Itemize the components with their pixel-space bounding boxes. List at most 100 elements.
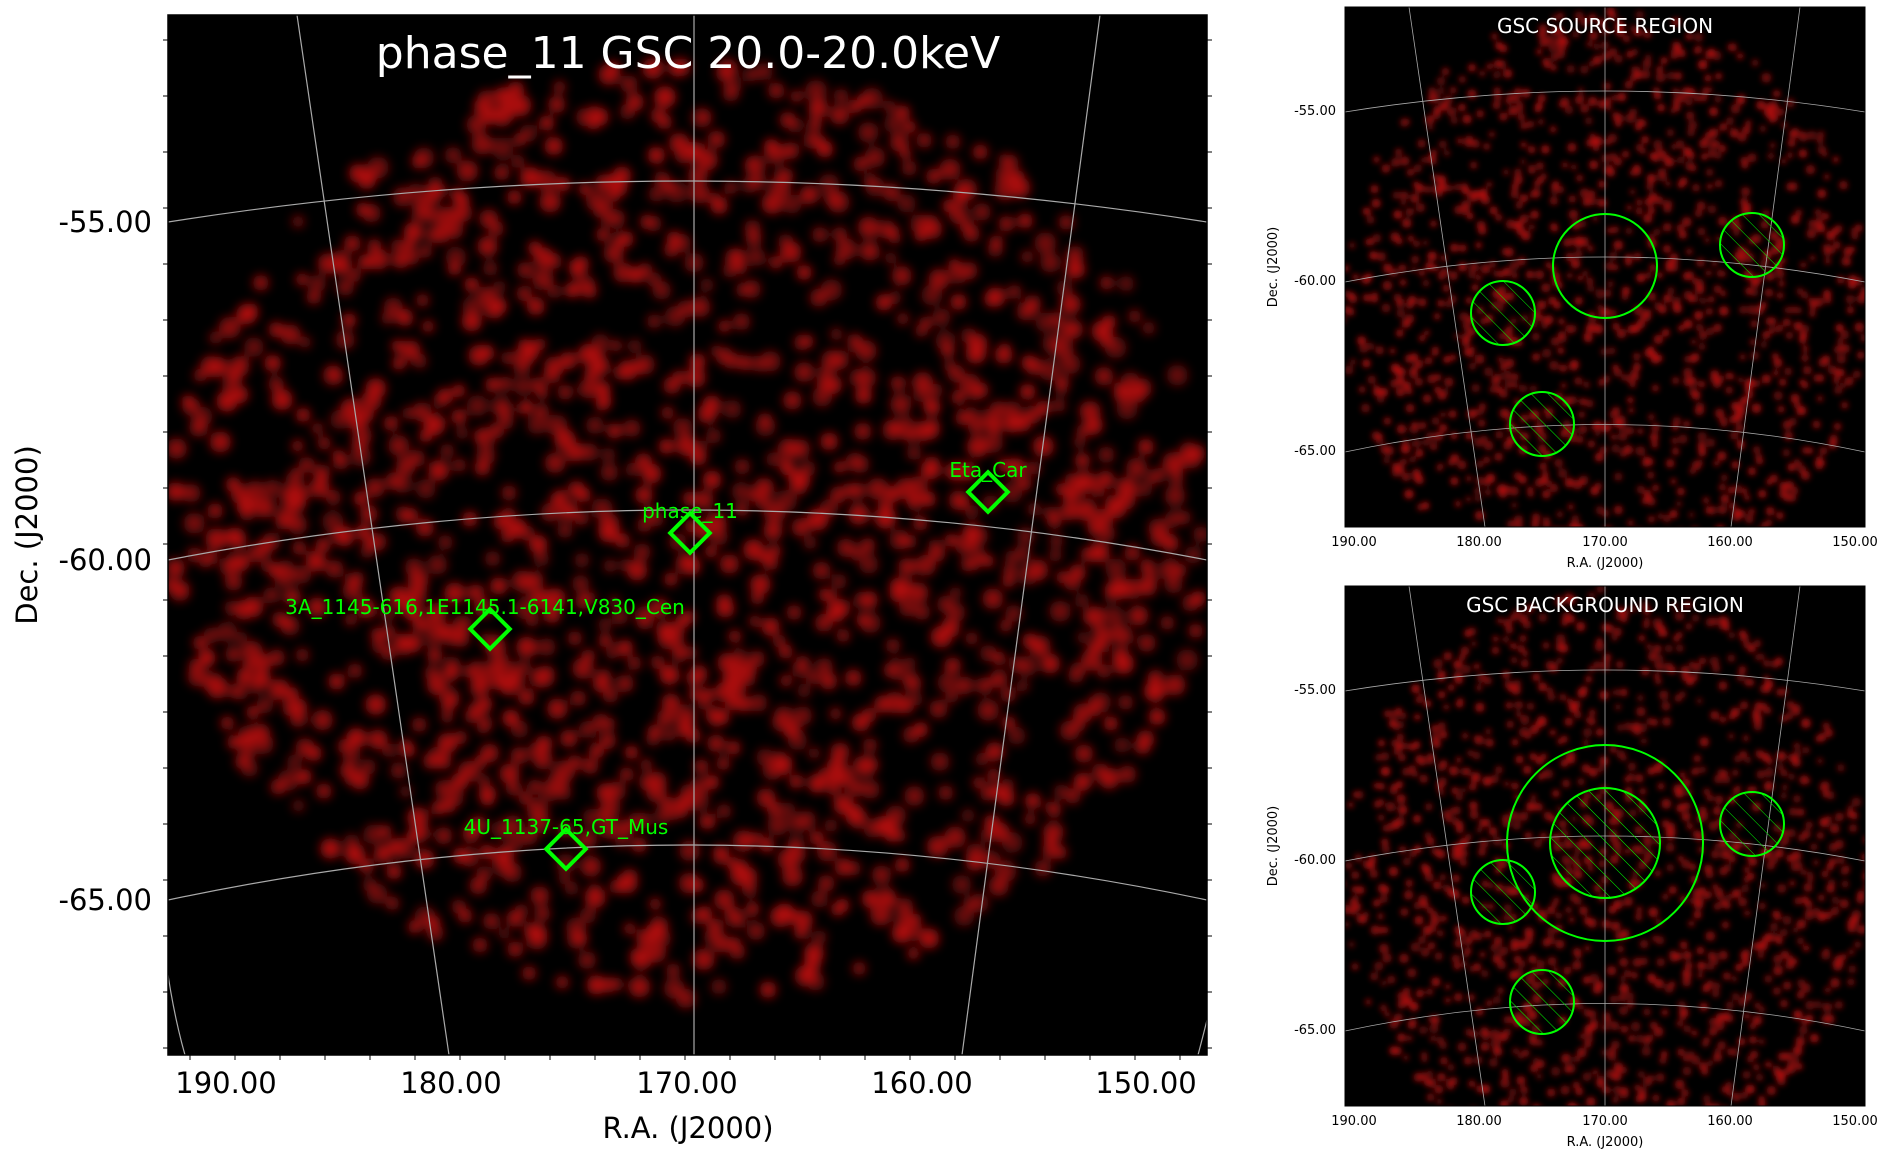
count-blob xyxy=(578,378,598,399)
count-blob xyxy=(896,908,915,927)
count-blob xyxy=(1718,144,1727,153)
x-tick-label: 180.00 xyxy=(400,1066,501,1100)
count-blob xyxy=(965,843,987,864)
count-blob xyxy=(383,415,399,431)
count-blob xyxy=(1777,1052,1787,1061)
count-blob xyxy=(1614,472,1623,481)
count-blob xyxy=(1731,1092,1741,1102)
count-blob xyxy=(1773,370,1779,376)
count-blob xyxy=(1492,836,1502,846)
count-blob xyxy=(1857,294,1865,304)
count-blob xyxy=(1418,269,1426,277)
count-blob xyxy=(1697,59,1708,70)
count-blob xyxy=(1513,174,1523,185)
excluded-source-circle[interactable] xyxy=(1719,212,1785,278)
count-blob xyxy=(1589,31,1598,41)
count-blob xyxy=(1700,94,1708,102)
count-blob xyxy=(1562,779,1571,788)
count-blob xyxy=(1646,717,1654,725)
count-blob xyxy=(1519,158,1527,165)
count-blob xyxy=(908,582,929,603)
main-panel: Eta_Car phase_11 3A_1145-616,1E1145.1-61… xyxy=(10,14,1212,1145)
count-blob xyxy=(1668,255,1679,265)
background-annulus-outer-circle[interactable] xyxy=(1506,744,1704,942)
count-blob xyxy=(1648,907,1659,918)
count-blob xyxy=(1564,105,1574,115)
count-blob xyxy=(1483,676,1492,685)
count-blob xyxy=(790,90,803,103)
count-blob xyxy=(1712,1103,1721,1106)
count-blob xyxy=(1653,644,1662,653)
source-region-circle[interactable] xyxy=(1552,213,1658,319)
count-blob xyxy=(836,628,850,643)
count-blob xyxy=(1748,508,1755,515)
count-blob xyxy=(1565,534,1575,544)
count-blob xyxy=(1397,753,1406,762)
count-blob xyxy=(1766,757,1773,765)
count-blob xyxy=(610,179,628,197)
count-blob xyxy=(363,824,384,845)
source-phase-11[interactable]: phase_11 xyxy=(642,499,738,556)
count-blob xyxy=(1566,698,1574,705)
excluded-source-circle[interactable] xyxy=(1509,969,1575,1035)
count-blob xyxy=(1705,506,1712,514)
count-blob xyxy=(527,779,542,793)
count-blob xyxy=(1732,889,1741,898)
excluded-source-circle[interactable] xyxy=(1470,280,1536,346)
excluded-source-circle[interactable] xyxy=(1719,791,1785,857)
count-blob xyxy=(1546,687,1554,695)
count-blob xyxy=(992,651,1006,665)
count-blob xyxy=(1432,184,1442,194)
count-blob xyxy=(1706,1060,1714,1067)
count-blob xyxy=(1550,27,1560,36)
count-blob xyxy=(1820,781,1830,791)
count-blob xyxy=(1685,33,1693,40)
count-blob xyxy=(1738,997,1748,1007)
source-eta-car[interactable]: Eta_Car xyxy=(949,458,1027,515)
count-blob xyxy=(1647,767,1655,775)
count-blob xyxy=(896,312,910,326)
count-blob xyxy=(1738,666,1747,674)
count-blob xyxy=(1711,989,1720,998)
count-blob xyxy=(1345,921,1350,928)
count-blob xyxy=(1374,961,1384,971)
count-blob xyxy=(1643,617,1650,624)
count-blob xyxy=(1819,817,1830,828)
count-blob xyxy=(413,147,435,168)
count-blob xyxy=(1408,743,1417,751)
count-blob xyxy=(1818,357,1828,368)
count-blob xyxy=(1580,103,1590,114)
count-blob xyxy=(1707,295,1715,303)
count-blob xyxy=(1532,513,1541,522)
count-blob xyxy=(948,258,961,271)
count-blob xyxy=(1459,859,1467,867)
source-3a-1145-616[interactable]: 3A_1145-616,1E1145.1-6141,V830_Cen xyxy=(285,595,685,652)
count-blob xyxy=(706,918,724,936)
count-blob xyxy=(1593,661,1602,670)
count-blob xyxy=(1773,391,1783,401)
excluded-source-circle[interactable] xyxy=(1470,859,1536,925)
background-annulus-inner-circle[interactable] xyxy=(1549,787,1661,899)
source-4u-1137-65[interactable]: 4U_1137-65,GT_Mus xyxy=(464,815,669,872)
count-blob xyxy=(1719,123,1728,132)
count-blob xyxy=(1739,701,1749,710)
count-blob xyxy=(1409,370,1419,379)
count-blob xyxy=(1375,753,1383,762)
count-blob xyxy=(1509,642,1517,650)
count-blob xyxy=(1538,613,1548,622)
excluded-source-circle[interactable] xyxy=(1509,391,1575,457)
count-blob xyxy=(1777,405,1785,413)
count-blob xyxy=(1743,1013,1750,1020)
count-blob xyxy=(806,508,829,531)
count-blob xyxy=(503,815,523,835)
count-blob xyxy=(355,202,371,217)
count-blob xyxy=(1613,240,1624,251)
count-blob xyxy=(1429,157,1438,166)
count-blob xyxy=(1187,444,1205,463)
count-blob xyxy=(312,709,333,731)
count-blob xyxy=(749,693,768,713)
count-blob xyxy=(1824,986,1831,994)
count-blob xyxy=(708,192,722,206)
count-blob xyxy=(1670,563,1677,570)
count-blob xyxy=(1791,757,1801,768)
